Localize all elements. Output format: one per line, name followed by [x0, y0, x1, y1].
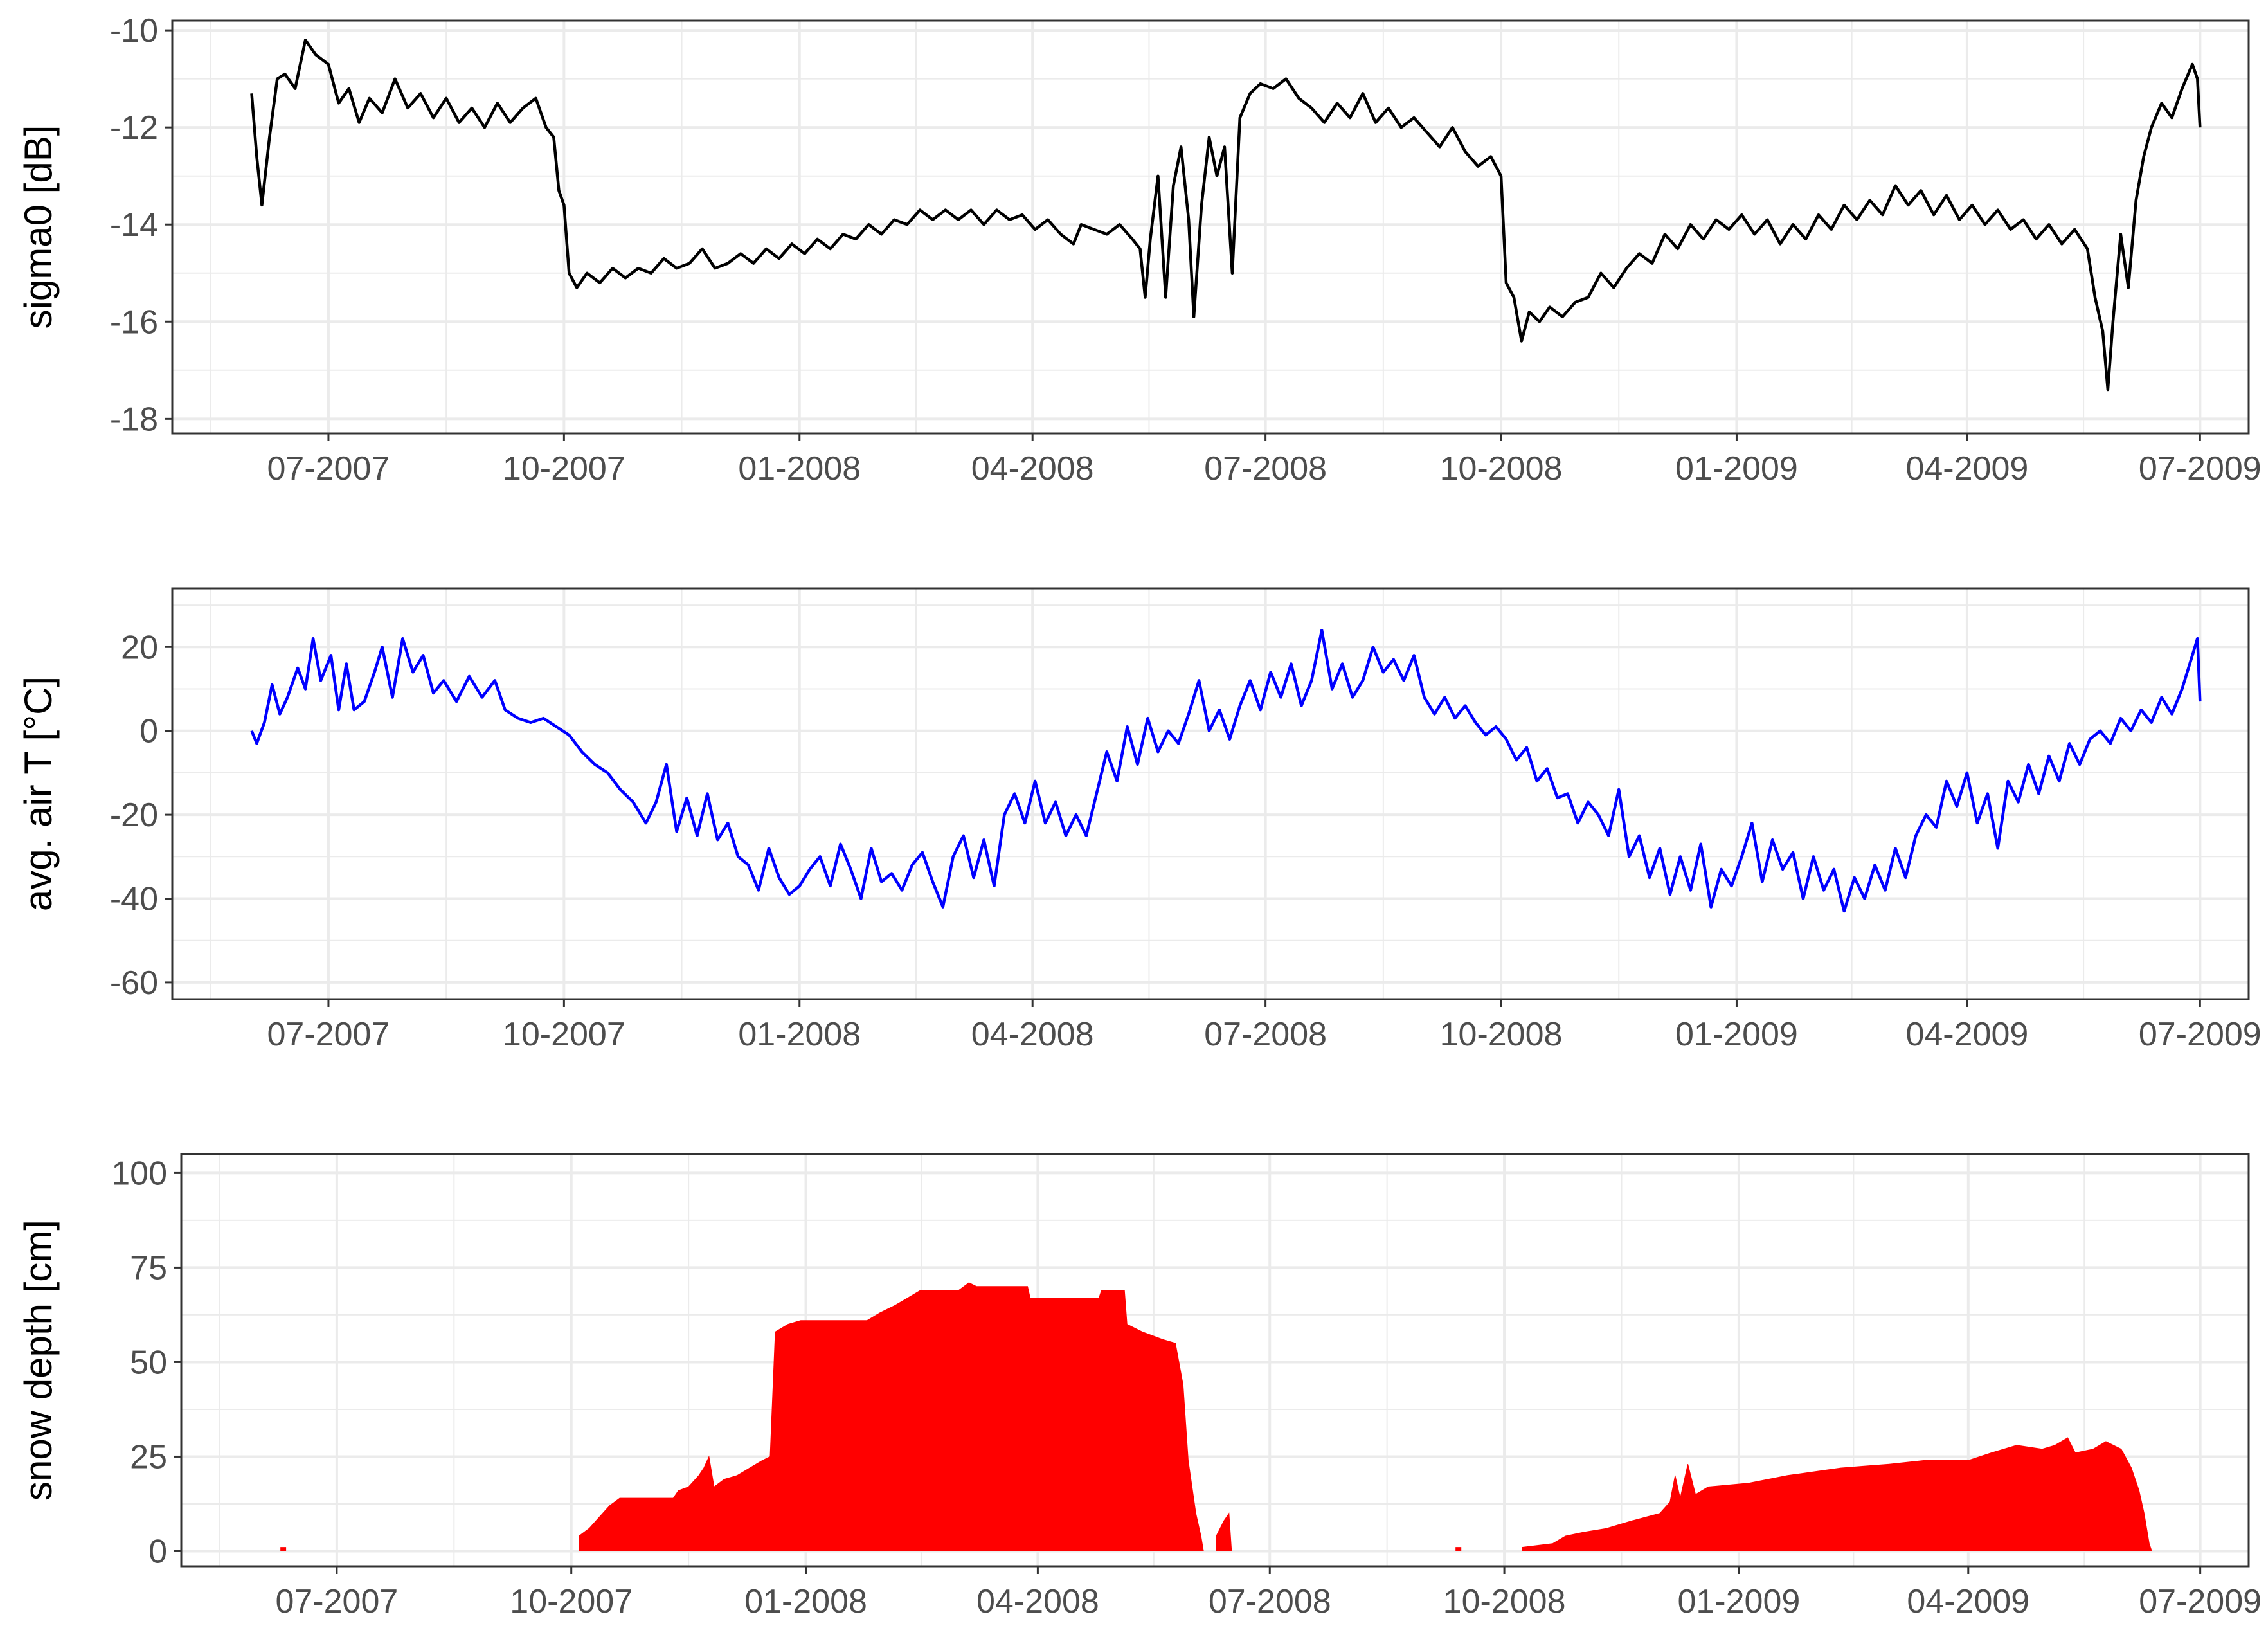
- x-tick-label: 10-2007: [503, 1016, 626, 1053]
- grid: [172, 21, 2249, 433]
- y-tick-label: 20: [121, 629, 158, 666]
- x-tick-label: 07-2009: [2139, 1016, 2262, 1053]
- x-tick-label: 10-2008: [1443, 1583, 1566, 1620]
- grid: [172, 588, 2249, 999]
- x-tick-label: 07-2009: [2139, 1583, 2262, 1620]
- y-tick-label: -16: [110, 303, 158, 341]
- y-axis: 20 0 -20 -40 -60: [110, 629, 172, 1002]
- x-tick-label: 04-2008: [971, 450, 1094, 487]
- y-axis: 100 75 50 25 0: [111, 1155, 181, 1570]
- x-tick-label: 10-2007: [510, 1583, 633, 1620]
- y-tick-label: -60: [110, 964, 158, 1002]
- y-tick-label: 50: [130, 1344, 167, 1381]
- x-tick-label: 07-2007: [267, 1016, 390, 1053]
- x-tick-label: 07-2007: [275, 1583, 398, 1620]
- panel-border: [171, 587, 2250, 1000]
- x-tick-label: 04-2009: [1907, 1583, 2030, 1620]
- x-axis: 07-2007 10-2007 01-2008 04-2008 07-2008 10-20…: [267, 999, 2262, 1053]
- x-tick-label: 10-2008: [1440, 450, 1563, 487]
- y-axis-title: sigma0 [dB]: [17, 125, 60, 329]
- y-tick-label: 25: [130, 1438, 167, 1476]
- x-tick-label: 07-2008: [1209, 1583, 1331, 1620]
- panel-background: [172, 21, 2249, 433]
- y-tick-label: 75: [130, 1249, 167, 1287]
- data-series: [250, 38, 2202, 392]
- x-axis: 07-2007 10-2007 01-2008 04-2008 07-2008 10-20…: [275, 1566, 2262, 1620]
- y-axis: -10 -12 -14 -16 -18: [110, 12, 172, 438]
- x-tick-label: 10-2007: [503, 450, 626, 487]
- panel-border: [180, 1153, 2250, 1568]
- x-axis: 07-2007 10-2007 01-2008 04-2008 07-2008 10-20…: [267, 433, 2262, 487]
- data-series: [280, 1282, 2152, 1551]
- y-tick-label: -18: [110, 401, 158, 438]
- x-tick-label: 04-2008: [977, 1583, 1099, 1620]
- x-tick-label: 07-2008: [1204, 1016, 1327, 1053]
- x-tick-label: 10-2008: [1440, 1016, 1563, 1053]
- air-temperature-panel: 20 0 -20 -40 -60 07-2007 10-2007 01-2008 04-2008…: [17, 587, 2262, 1053]
- series-line: [250, 38, 2202, 392]
- x-tick-label: 01-2009: [1675, 1016, 1798, 1053]
- x-tick-label: 01-2009: [1675, 450, 1798, 487]
- series-line: [250, 628, 2202, 913]
- x-tick-label: 07-2007: [267, 450, 390, 487]
- sigma0-panel: -10 -12 -14 -16 -18 07-2007 10-2007 01-2008 04-2…: [17, 12, 2262, 487]
- x-tick-label: 07-2009: [2139, 450, 2262, 487]
- panel-border: [171, 19, 2250, 435]
- x-tick-label: 07-2008: [1204, 450, 1327, 487]
- y-axis-title: avg. air T [°C]: [17, 676, 60, 911]
- y-axis-title: snow depth [cm]: [17, 1220, 60, 1501]
- y-tick-label: 0: [140, 713, 158, 750]
- x-tick-label: 04-2009: [1905, 1016, 2028, 1053]
- y-tick-label: 100: [111, 1155, 167, 1192]
- x-tick-label: 01-2008: [738, 450, 861, 487]
- x-tick-label: 01-2009: [1677, 1583, 1800, 1620]
- y-tick-label: -14: [110, 206, 158, 244]
- y-tick-label: -40: [110, 881, 158, 918]
- x-tick-label: 01-2008: [738, 1016, 861, 1053]
- data-series: [250, 628, 2202, 913]
- y-tick-label: -12: [110, 109, 158, 147]
- snow-depth-area: [280, 1282, 2152, 1551]
- x-tick-label: 04-2009: [1905, 450, 2028, 487]
- y-tick-label: 0: [148, 1533, 167, 1570]
- x-tick-label: 01-2008: [744, 1583, 867, 1620]
- y-tick-label: -20: [110, 797, 158, 834]
- x-tick-label: 04-2008: [971, 1016, 1094, 1053]
- y-tick-label: -10: [110, 12, 158, 50]
- panel-background: [172, 588, 2249, 999]
